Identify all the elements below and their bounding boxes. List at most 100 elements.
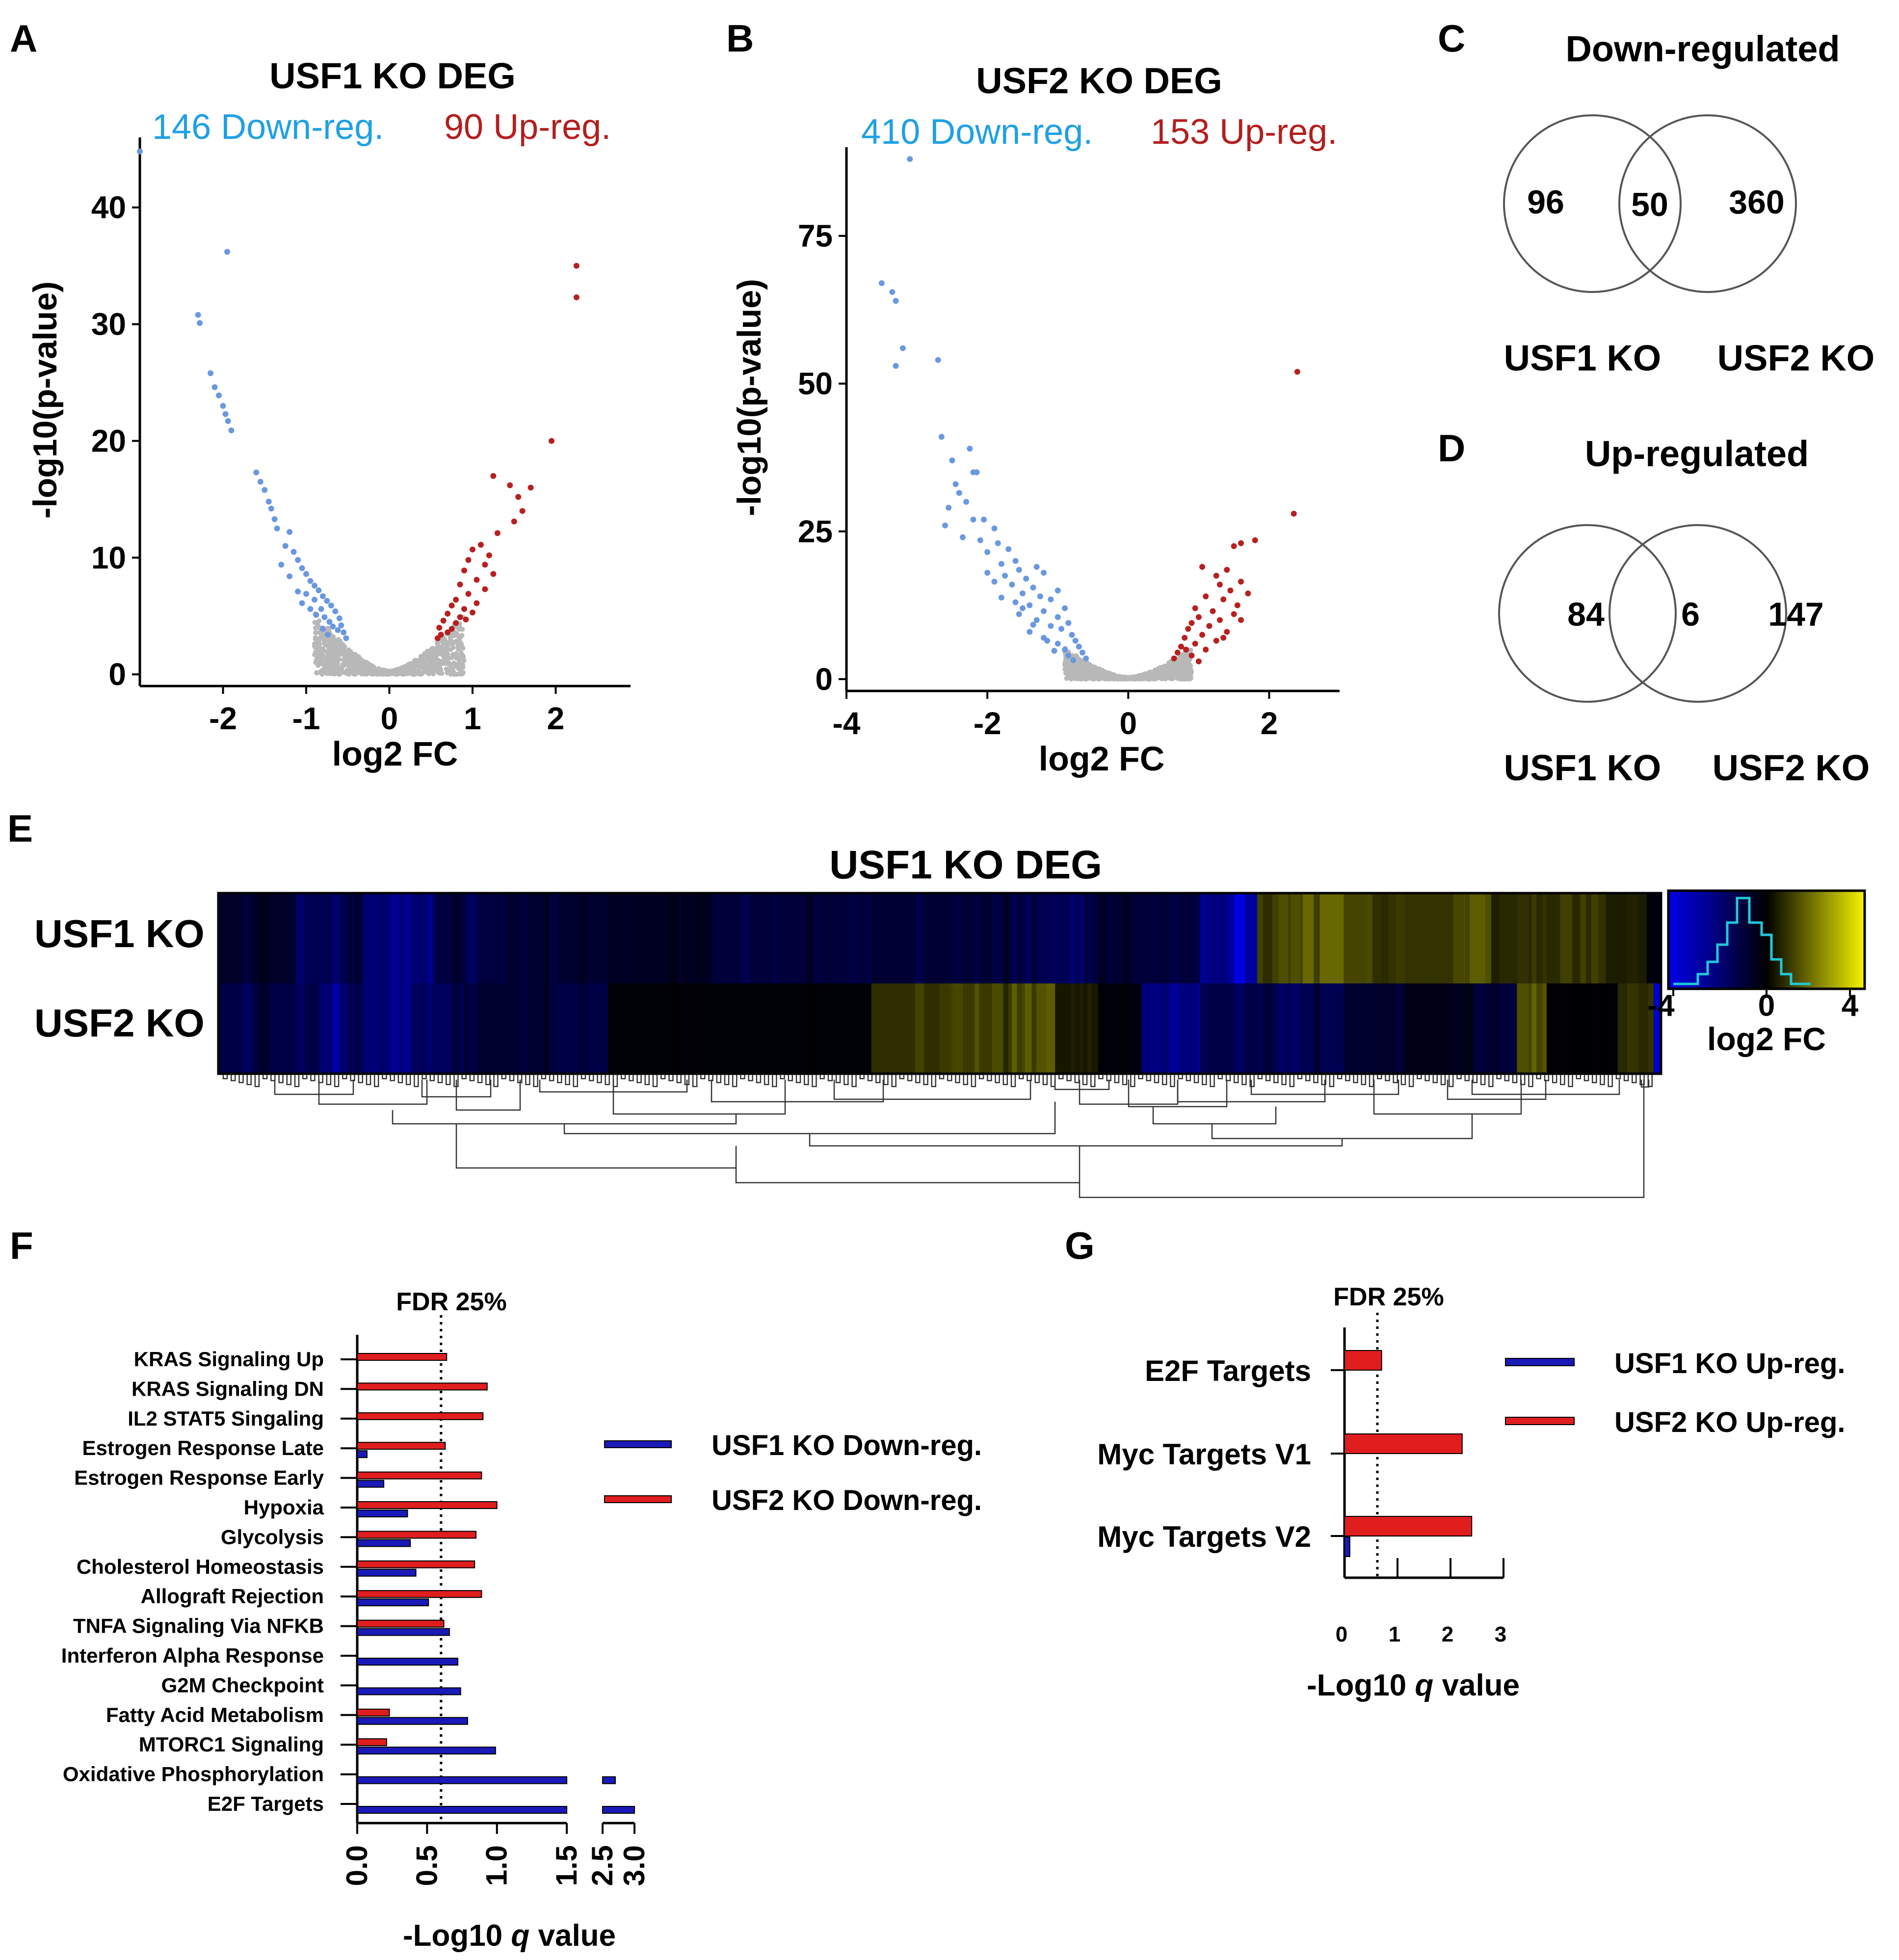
dendrogram-branch [995, 1075, 1000, 1084]
heatmap-cell [1396, 983, 1405, 1073]
ns-point [459, 662, 464, 668]
heatmap-cell [1585, 894, 1591, 983]
ns-point [1069, 676, 1074, 682]
dendrogram-branch [1560, 1075, 1565, 1086]
heatmap-cell [949, 894, 954, 983]
dendrogram-branch [1568, 1075, 1573, 1087]
up-point [1174, 649, 1181, 656]
heatmap-cell [288, 983, 296, 1073]
dendrogram-branch [334, 1075, 340, 1087]
up-point [1188, 620, 1195, 626]
venn-left-count: 84 [1567, 596, 1605, 633]
down-count-label: 146 Down-reg. [152, 107, 384, 147]
up-point [528, 484, 534, 491]
dendrogram-branch [565, 1075, 570, 1086]
heatmap-cell [332, 894, 336, 983]
heatmap-cell [549, 894, 554, 983]
ns-point [430, 658, 435, 663]
down-point [995, 540, 1001, 546]
x-axis-label: log2 FC [332, 735, 458, 773]
ns-point [442, 649, 448, 654]
dendrogram-branch [772, 1075, 777, 1087]
dendrogram-branch [1471, 1080, 1620, 1095]
dendrogram-branch [509, 1075, 515, 1082]
ns-point [1171, 670, 1176, 675]
y-tick-label: 30 [91, 307, 126, 342]
heatmap-cell [452, 983, 461, 1073]
ns-point [1064, 676, 1069, 681]
up-point [1220, 635, 1227, 641]
heatmap-cell [480, 894, 492, 983]
ns-point [434, 659, 440, 664]
dendrogram-branch [392, 1110, 737, 1125]
category-label: Interferon Alpha Response [61, 1644, 324, 1667]
dendrogram-branch [1170, 1075, 1175, 1087]
down-point [1041, 608, 1047, 614]
heatmap-cell [347, 983, 352, 1073]
bar-usf1 [357, 1510, 408, 1517]
bar-usf2 [357, 1501, 498, 1509]
legend-swatch-usf2 [604, 1495, 672, 1503]
heatmap-cell [1263, 983, 1272, 1073]
ns-point [1084, 664, 1089, 670]
down-point [1069, 632, 1075, 638]
bar-usf2 [1344, 1516, 1473, 1536]
dendrogram-branch [955, 1075, 960, 1084]
venn-right-count: 147 [1768, 596, 1823, 633]
bar-usf2 [357, 1590, 482, 1598]
dendrogram-branch [278, 1075, 284, 1084]
heatmap-cell [668, 983, 674, 1073]
down-point [299, 565, 305, 571]
panel-c-venn-down: C Down-regulated 96 50 360 USF1 KO USF2 … [1438, 17, 1874, 378]
heatmap-cell [242, 894, 253, 983]
ns-point [348, 661, 353, 666]
heatmap-cell [402, 894, 411, 983]
down-point [341, 629, 347, 636]
down-point [307, 578, 314, 584]
up-point [1199, 632, 1206, 638]
heatmap-cell [1464, 894, 1470, 983]
dendrogram-branch [748, 1075, 753, 1082]
down-point [967, 446, 973, 452]
down-point [274, 525, 280, 531]
ns-point [455, 644, 461, 649]
bar-usf1 [357, 1539, 411, 1547]
ns-point [1175, 676, 1180, 681]
dendrogram-branch [429, 1075, 435, 1082]
venn-right-label: USF2 KO [1713, 747, 1870, 788]
heatmap-cell [578, 894, 588, 983]
bar-usf2 [357, 1412, 484, 1420]
up-point [1203, 593, 1209, 600]
ns-point [316, 630, 321, 636]
ns-point [334, 655, 339, 660]
dendrogram-branch [445, 1075, 451, 1086]
dendrogram-branch [1496, 1075, 1502, 1080]
down-point [952, 481, 959, 487]
x-tick-label: 3 [1495, 1622, 1506, 1646]
x-tick-label: 2 [1261, 706, 1278, 741]
dendrogram-branch [1576, 1075, 1582, 1080]
heatmap-cell [1485, 983, 1491, 1073]
dendrogram-branch [692, 1075, 698, 1087]
panel-a-volcano: A USF1 KO DEG 146 Down-reg. 90 Up-reg. -… [10, 17, 631, 773]
dendrogram-branch [262, 1075, 268, 1080]
venn-right-label: USF2 KO [1717, 338, 1875, 378]
heatmap-cell [1531, 983, 1537, 1073]
heatmap-cell [1396, 894, 1405, 983]
colorbar: -4 0 4 log2 FC [1647, 889, 1866, 1057]
dendrogram-branch [1074, 1075, 1080, 1084]
down-point [1033, 564, 1040, 570]
up-point [490, 473, 497, 479]
y-tick-label: 10 [91, 540, 126, 575]
ns-point [313, 640, 318, 646]
up-point [461, 606, 468, 612]
down-point [1055, 640, 1061, 647]
dendrogram-branch [350, 1075, 355, 1082]
chart-title: USF2 KO DEG [976, 60, 1222, 101]
ns-point [1158, 668, 1163, 673]
up-point [573, 263, 580, 269]
up-point [1195, 614, 1202, 620]
heatmap-cell [1453, 983, 1465, 1073]
dendrogram-branch [1098, 1075, 1104, 1080]
down-point [1070, 657, 1077, 663]
